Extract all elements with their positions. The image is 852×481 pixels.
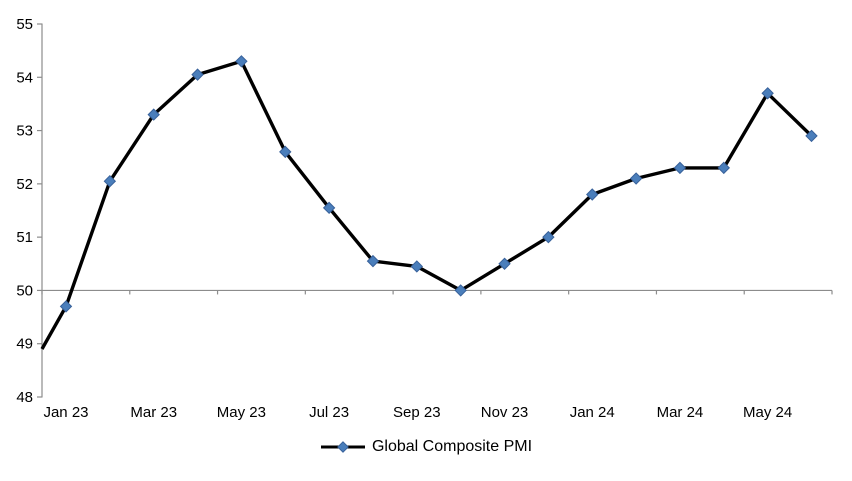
legend: Global Composite PMI xyxy=(0,438,852,456)
data-point-marker xyxy=(629,172,643,185)
y-axis-label: 51 xyxy=(16,229,33,246)
x-axis-label: Mar 24 xyxy=(657,404,704,421)
legend-line-marker-icon xyxy=(320,441,365,453)
data-point-marker xyxy=(454,284,467,297)
data-point-marker xyxy=(761,87,774,100)
x-axis-label: Jan 23 xyxy=(43,404,88,421)
y-axis-label: 50 xyxy=(16,282,33,299)
data-point-marker xyxy=(322,201,336,215)
data-point-marker xyxy=(805,129,818,143)
y-axis-label: 52 xyxy=(16,176,33,193)
data-point-marker xyxy=(542,230,555,244)
legend-label: Global Composite PMI xyxy=(371,438,533,455)
data-point-marker xyxy=(586,188,599,201)
data-point-marker xyxy=(59,300,73,313)
x-axis-label: May 24 xyxy=(743,404,792,421)
y-axis-label: 53 xyxy=(16,123,33,140)
data-point-marker xyxy=(498,257,511,270)
data-point-marker xyxy=(191,68,204,81)
data-point-marker xyxy=(366,254,380,268)
series-line xyxy=(40,59,813,350)
data-point-marker xyxy=(410,260,424,273)
data-point-marker xyxy=(103,174,117,188)
y-axis-label: 48 xyxy=(16,389,33,406)
data-point-marker xyxy=(147,108,160,121)
data-point-marker xyxy=(279,145,292,159)
data-point-marker xyxy=(673,161,687,175)
data-point-marker xyxy=(717,161,731,175)
x-axis-label: May 23 xyxy=(217,404,266,421)
x-axis-label: Jul 23 xyxy=(309,404,349,421)
data-point-marker xyxy=(235,55,248,68)
x-axis-label: Jan 24 xyxy=(570,404,615,421)
y-axis-label: 55 xyxy=(16,16,33,33)
y-axis-label: 54 xyxy=(16,69,33,86)
x-axis-label: Mar 23 xyxy=(130,404,177,421)
y-axis-label: 49 xyxy=(16,336,33,353)
x-axis-label: Nov 23 xyxy=(481,404,529,421)
x-axis-label: Sep 23 xyxy=(393,404,441,421)
